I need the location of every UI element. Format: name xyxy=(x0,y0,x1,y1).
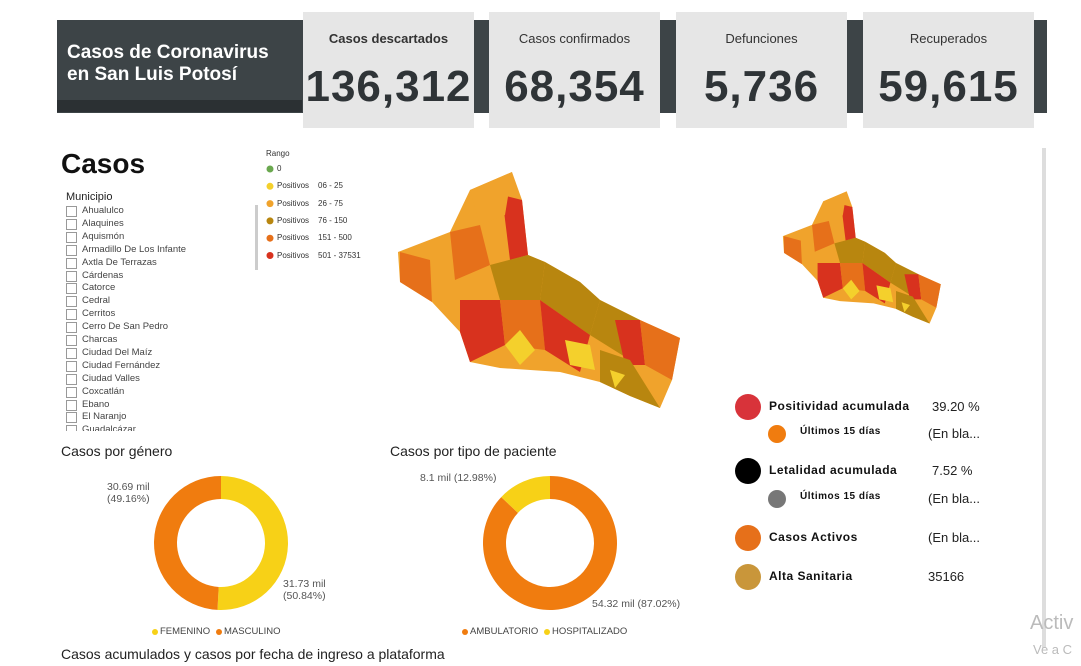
municipio-list[interactable]: Ahualulco Alaquines Aquismón Armadillo De L… xyxy=(66,205,256,431)
footer-title: Casos acumulados y casos por fecha de in… xyxy=(61,646,445,662)
municipio-option[interactable]: Catorce xyxy=(66,282,115,295)
kpi-value: 5,736 xyxy=(703,62,820,111)
municipio-option[interactable]: Cárdenas xyxy=(66,270,123,282)
kpi-label: Defunciones xyxy=(725,31,798,46)
donut-segment xyxy=(483,476,617,610)
legend-dot xyxy=(266,252,274,259)
legend-dot xyxy=(266,234,274,242)
indicator-dot xyxy=(768,490,786,508)
municipio-option[interactable]: Cerro De San Pedro xyxy=(66,321,168,334)
indicator-label: Casos Activos xyxy=(769,530,858,544)
indicator-value: (En bla... xyxy=(928,530,981,545)
chart-title: Casos por tipo de paciente xyxy=(390,443,557,459)
legend-label: AMBULATORIO xyxy=(470,626,539,637)
indicator-value: 7.52 % xyxy=(932,463,973,478)
municipio-option[interactable]: Alaquines xyxy=(66,218,124,230)
legend-dot xyxy=(266,182,274,190)
legend-label: Positivos xyxy=(277,250,310,260)
donut-segment xyxy=(217,476,288,610)
legend-range: 26 - 75 xyxy=(318,198,343,208)
legend-title: Rango xyxy=(266,149,290,158)
kpi-label: Recuperados xyxy=(909,31,988,46)
state-map xyxy=(398,172,680,408)
indicator-dot xyxy=(735,458,761,484)
watermark: Ve a C xyxy=(1033,642,1073,657)
indicator-value: 39.20 % xyxy=(932,399,980,414)
indicator-value: 35166 xyxy=(928,569,965,584)
legend-label: Positivos xyxy=(277,233,310,243)
value-label: 54.32 mil (87.02%) xyxy=(592,598,681,610)
kpi-card xyxy=(863,12,1034,128)
indicator-dot xyxy=(735,394,761,420)
filter-label: Municipio xyxy=(66,191,113,203)
kpi-value: 136,312 xyxy=(305,62,472,111)
legend-label: Positivos xyxy=(277,181,310,191)
municipio-option[interactable]: Cerritos xyxy=(66,308,115,321)
municipio-option[interactable]: Ahualulco xyxy=(66,205,124,217)
municipio-option[interactable]: El Naranjo xyxy=(66,411,126,424)
legend-label: MASCULINO xyxy=(224,626,281,637)
legend-dot xyxy=(266,200,274,208)
scrollbar xyxy=(1042,148,1046,648)
municipio-option[interactable]: Ciudad Del Maíz xyxy=(66,347,152,359)
donut-segment xyxy=(501,476,550,513)
donut-segment xyxy=(153,476,221,610)
indicator-dot xyxy=(768,425,786,443)
indicator-label: Positividad acumulada xyxy=(769,399,910,413)
legend-label: 0 xyxy=(277,164,282,173)
chart-title: Casos por género xyxy=(61,443,173,459)
legend-range: 06 - 25 xyxy=(318,181,343,191)
municipio-option[interactable]: Guadalcázar xyxy=(66,424,136,431)
watermark: Activ xyxy=(1030,612,1074,634)
municipio-option[interactable]: Ciudad Fernández xyxy=(66,360,160,372)
indicator-value: (En bla... xyxy=(928,426,981,441)
municipio-option[interactable]: Ebano xyxy=(66,399,109,411)
value-label: 31.73 mil (50.84%) xyxy=(283,578,326,602)
indicator-value: (En bla... xyxy=(928,491,981,506)
header-title: Casos de Coronavirus xyxy=(67,42,269,63)
kpi-label: Casos confirmados xyxy=(518,31,631,46)
header-shade xyxy=(57,100,302,112)
municipio-option[interactable]: Axtla De Terrazas xyxy=(66,257,157,269)
municipio-option[interactable]: Charcas xyxy=(66,334,117,346)
indicator-label: Últimos 15 días xyxy=(800,491,881,502)
legend-dot xyxy=(462,629,468,635)
legend-dot xyxy=(266,217,274,225)
kpi-value: 59,615 xyxy=(878,62,1019,111)
indicator-label: Letalidad acumulada xyxy=(769,463,898,477)
value-label: 30.69 mil (49.16%) xyxy=(107,481,150,505)
legend-label: Positivos xyxy=(277,198,310,208)
kpi-card xyxy=(303,12,474,128)
legend-label: FEMENINO xyxy=(160,626,211,637)
indicator-dot xyxy=(735,525,761,551)
legend-range: 151 - 500 xyxy=(318,233,352,243)
municipio-option[interactable]: Aquismón xyxy=(66,231,124,243)
kpi-label: Casos descartados xyxy=(328,31,449,46)
section-title: Casos xyxy=(61,148,146,179)
kpi-card xyxy=(489,12,660,128)
legend-label: Positivos xyxy=(277,215,310,225)
legend-range: 76 - 150 xyxy=(318,215,348,225)
kpi-value: 68,354 xyxy=(504,62,645,111)
municipio-option[interactable]: Cedral xyxy=(66,295,110,308)
municipio-option[interactable]: Ciudad Valles xyxy=(66,373,140,385)
municipio-option[interactable]: Coxcatlán xyxy=(66,386,124,398)
indicator-label: Alta Sanitaria xyxy=(769,569,853,583)
scrollbar xyxy=(255,205,258,270)
legend-dot xyxy=(544,629,550,635)
kpi-card xyxy=(676,12,847,128)
municipio-option[interactable]: Armadillo De Los Infante xyxy=(66,244,186,256)
legend-dot xyxy=(266,165,274,173)
legend-label: HOSPITALIZADO xyxy=(552,626,628,637)
state-map-small xyxy=(782,191,941,324)
value-label: 8.1 mil (12.98%) xyxy=(420,472,497,484)
indicator-label: Últimos 15 días xyxy=(800,426,881,437)
indicator-dot xyxy=(735,564,761,590)
legend-dot xyxy=(152,629,158,635)
legend-dot xyxy=(216,629,222,635)
legend-range: 501 - 37531 xyxy=(318,250,361,260)
header-title: en San Luis Potosí xyxy=(67,64,237,85)
